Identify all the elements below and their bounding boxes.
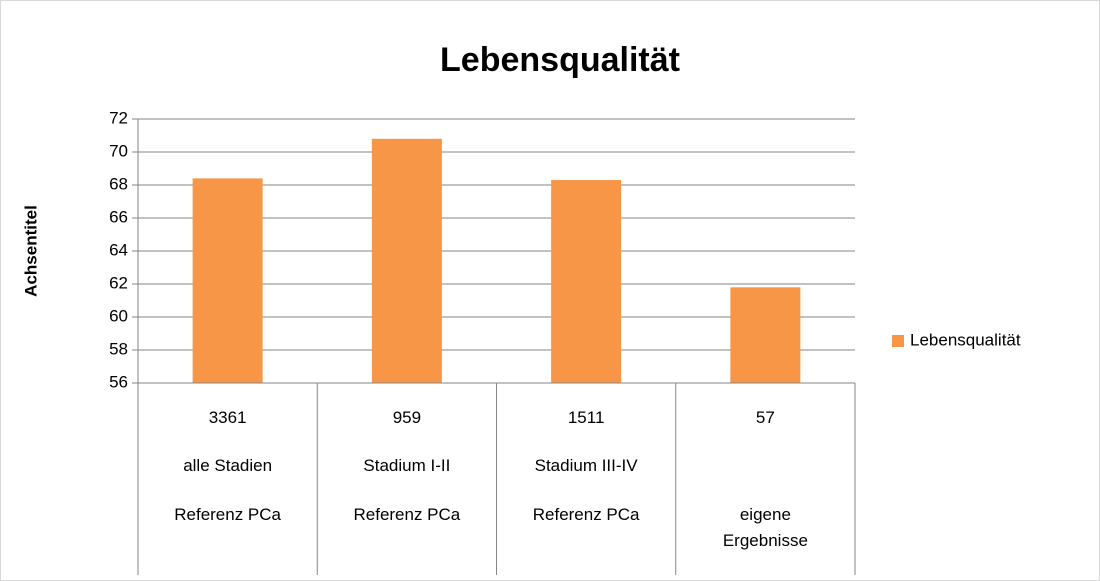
- bar: [192, 178, 263, 383]
- y-tick-label: 68: [109, 174, 128, 193]
- y-tick-label: 58: [109, 339, 128, 358]
- bar: [551, 180, 622, 383]
- y-axis-title: Achsentitel: [21, 205, 40, 297]
- y-tick-label: 72: [109, 108, 128, 127]
- y-tick-label: 60: [109, 306, 128, 325]
- chart-title: Lebensqualität: [440, 41, 680, 79]
- y-tick-label: 56: [109, 372, 128, 391]
- x-tick-label: Referenz PCa: [174, 505, 282, 524]
- x-tick-label: 57: [755, 408, 775, 427]
- y-tick-label: 70: [109, 141, 128, 160]
- x-tick-label: alle Stadien: [183, 456, 273, 475]
- legend-label: Lebensqualität: [910, 330, 1021, 349]
- bar: [730, 287, 801, 383]
- x-tick-label: 1511: [567, 408, 605, 427]
- y-tick-label: 64: [109, 240, 128, 259]
- x-tick-label: Stadium I-II: [363, 456, 451, 475]
- x-tick-label: eigene Ergebnisse: [722, 505, 808, 550]
- legend-swatch: [892, 335, 904, 347]
- y-tick-label: 66: [109, 207, 128, 226]
- bar: [371, 138, 442, 383]
- y-tick-label: 62: [109, 273, 128, 292]
- x-tick-label: Referenz PCa: [353, 505, 461, 524]
- x-tick-label: Referenz PCa: [532, 505, 640, 524]
- x-tick-label: Stadium III-IV: [534, 456, 638, 475]
- x-tick-label: 959: [392, 408, 422, 427]
- x-tick-label: 3361: [208, 408, 247, 427]
